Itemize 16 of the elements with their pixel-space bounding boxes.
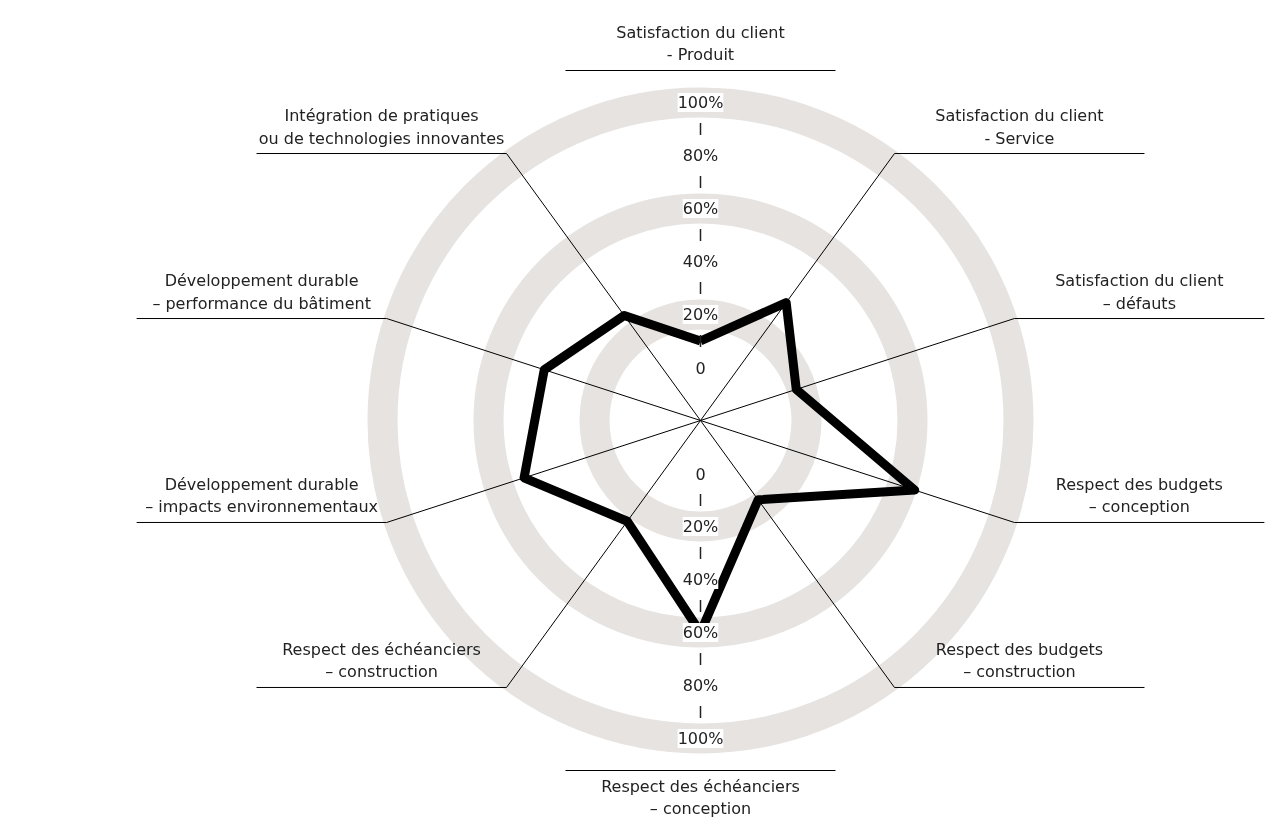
spoke-label: Satisfaction du client – défauts xyxy=(1055,270,1224,313)
y-tick-label: 100% xyxy=(677,93,724,112)
y-tick-label: 20% xyxy=(682,305,719,324)
spoke-label: Respect des échéanciers – conception xyxy=(601,776,800,819)
spoke-label: Respect des budgets – conception xyxy=(1055,474,1223,517)
spoke-label: Développement durable – impacts environnementaux xyxy=(145,474,379,517)
spoke-label: Intégration de pratiques ou de technologies innovantes xyxy=(258,105,505,148)
y-tick-label: 60% xyxy=(682,199,719,218)
y-tick-label: 0 xyxy=(695,358,706,378)
spoke-label: Satisfaction du client - Produit xyxy=(616,22,785,65)
y-tick-label: 80% xyxy=(682,146,719,165)
y-tick-label: 40% xyxy=(682,252,719,271)
spoke-label: Développement durable – performance du bâtiment xyxy=(152,270,371,313)
spoke-label: Respect des budgets – construction xyxy=(935,639,1104,682)
spoke-label: Respect des échéanciers – construction xyxy=(282,639,481,682)
spoke-label: Satisfaction du client - Service xyxy=(935,105,1104,148)
